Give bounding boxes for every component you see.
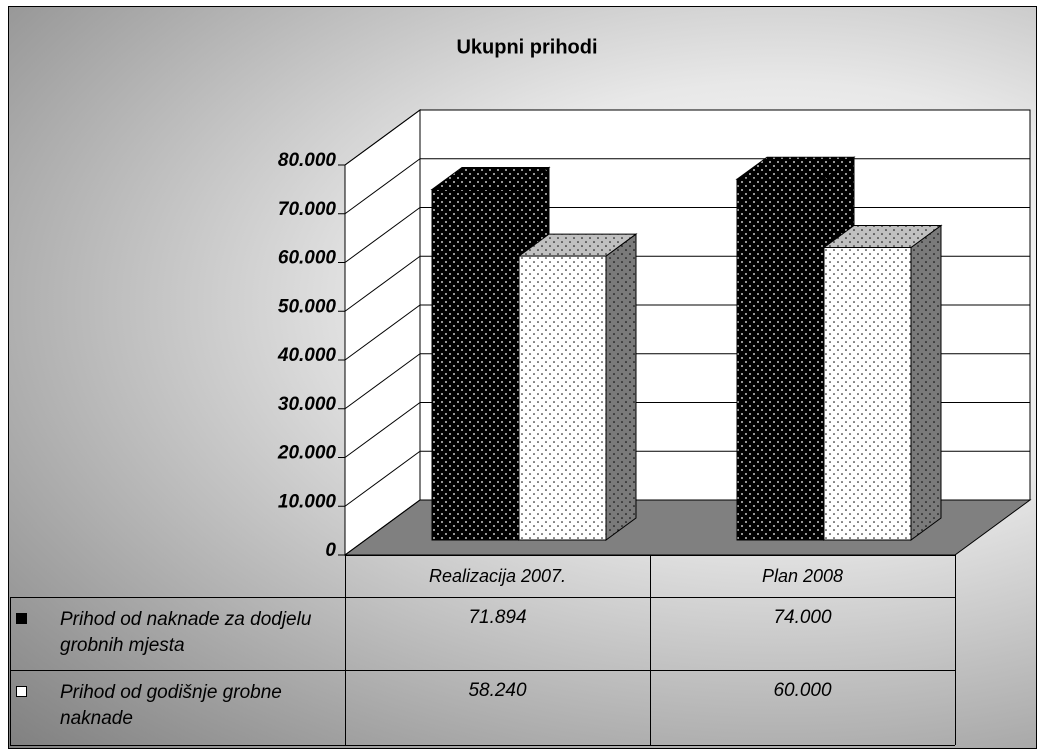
y-tick-label: 70.000 (278, 199, 337, 220)
bar-side (910, 224, 942, 541)
data-label: 71.894 (468, 607, 527, 628)
bar (736, 178, 825, 541)
grid-line (344, 207, 421, 263)
grid-line (344, 402, 421, 458)
grid-line (344, 158, 421, 215)
grid-line (344, 450, 421, 507)
y-tick-label: 40.000 (277, 345, 337, 366)
grid-line (344, 109, 421, 166)
table-line (10, 670, 955, 671)
y-tick-label: 80.000 (278, 150, 337, 171)
chart-title: Ukupni prihodi (456, 36, 597, 58)
y-tick-label: 60.000 (278, 248, 337, 269)
legend-label: Prihod od godišnje grobne naknade (60, 682, 282, 729)
table-line (10, 597, 955, 598)
bar (518, 255, 607, 541)
data-label: 60.000 (773, 680, 832, 701)
y-tick-label: 30.000 (278, 394, 337, 415)
legend-key (16, 613, 27, 624)
grid-line (344, 499, 421, 556)
data-label: 74.000 (773, 607, 832, 628)
category-label: Realizacija 2007. (428, 566, 567, 586)
data-label: 58.240 (468, 680, 527, 701)
table-line (650, 555, 651, 745)
legend-label: Prihod od naknade za dodjelu grobnih mje… (60, 609, 312, 656)
table-line (345, 555, 346, 745)
table-line (955, 555, 956, 745)
y-tick-label: 0 (325, 540, 336, 561)
bar-side (605, 233, 637, 541)
y-tick-label: 10.000 (278, 491, 337, 512)
bar (823, 247, 912, 541)
y-tick-label: 20.000 (277, 443, 337, 464)
grid-line (344, 353, 421, 410)
table-line (10, 745, 955, 746)
y-tick-label: 50.000 (278, 296, 337, 317)
bar (431, 189, 520, 541)
grid-line (344, 304, 421, 361)
category-label: Plan 2008 (761, 566, 844, 586)
grid-line (344, 255, 421, 312)
table-line (10, 597, 11, 745)
legend-key (16, 686, 27, 697)
